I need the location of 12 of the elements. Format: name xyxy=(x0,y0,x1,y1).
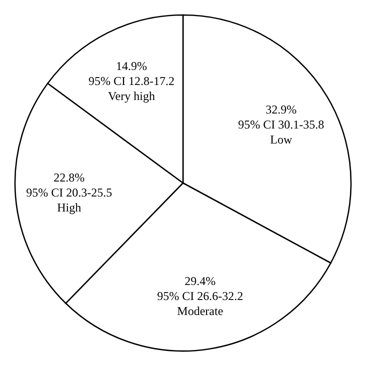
data-label: 32.9% xyxy=(266,102,297,117)
data-label: 22.8% xyxy=(54,170,85,184)
slice-label: Low xyxy=(270,132,292,147)
slice-label: High xyxy=(57,200,82,214)
slice-label: Very high xyxy=(108,89,155,104)
slice-label: Moderate xyxy=(177,304,224,318)
text: 95% CI 12.8-17.2 xyxy=(88,74,174,88)
data-label: 14.9% xyxy=(116,59,147,74)
data-label: 29.4% xyxy=(184,274,216,288)
text: 95% CI 20.3-25.5 xyxy=(26,185,112,200)
text: 95% CI 26.6-32.2 xyxy=(157,288,244,303)
text: 95% CI 30.1-35.8 xyxy=(238,118,324,132)
